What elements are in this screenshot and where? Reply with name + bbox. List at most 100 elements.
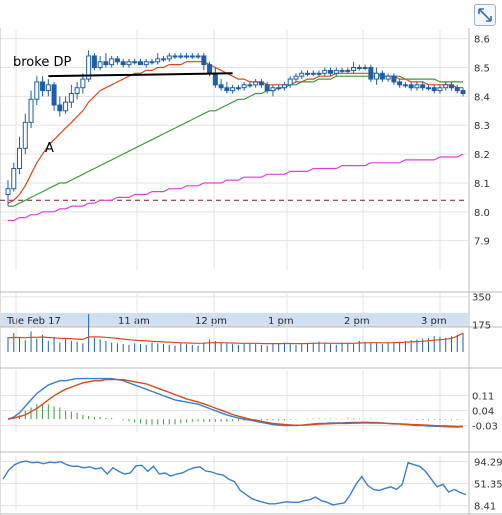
macd-line	[7, 378, 463, 428]
candle-body	[299, 72, 305, 77]
candle-body	[408, 84, 414, 89]
candle-body	[91, 55, 97, 69]
expand-icon	[478, 8, 492, 22]
time-tick-label: 2 pm	[344, 316, 370, 327]
candle-body	[5, 188, 11, 196]
candle-body	[178, 55, 184, 58]
moving-average-line	[7, 61, 463, 204]
candle-body	[379, 72, 385, 80]
candle-body	[304, 72, 310, 75]
annotation-broke-dp: broke DP	[13, 55, 71, 70]
stochastic-line	[2, 460, 467, 506]
candle-body	[218, 84, 224, 89]
volume-tick-label: 175	[472, 320, 491, 331]
candle-body	[22, 121, 28, 149]
candle-body	[281, 84, 287, 89]
price-tick-label: 8.1	[474, 179, 490, 190]
time-tick-label: 1 pm	[268, 316, 294, 327]
candle-body	[425, 87, 431, 90]
stoch-tick-label: 51.35	[474, 480, 502, 491]
candle-body	[201, 55, 207, 66]
candle-body	[431, 87, 437, 92]
candle-body	[276, 87, 282, 90]
candle-body	[68, 92, 74, 103]
annotation-a: A	[45, 141, 54, 156]
candle-body	[126, 61, 132, 66]
candle-body	[293, 75, 299, 80]
candle-body	[80, 78, 86, 89]
candle-body	[189, 55, 195, 58]
candle-body	[253, 81, 259, 86]
candle-body	[103, 61, 109, 66]
candle-body	[132, 61, 138, 64]
candle-body	[437, 87, 443, 92]
candle-body	[287, 78, 293, 86]
macd-tick-label: -0.03	[472, 422, 498, 433]
candle-body	[448, 84, 454, 89]
candle-body	[74, 87, 80, 94]
candle-body	[454, 87, 460, 92]
volume-tick-label: 350	[472, 293, 491, 304]
candle-body	[339, 69, 345, 72]
drawn-trendline	[48, 72, 233, 78]
candle-body	[235, 87, 241, 90]
candle-body	[460, 90, 466, 94]
candle-body	[57, 104, 63, 112]
price-tick-label: 8.0	[474, 208, 490, 219]
candle-body	[385, 75, 391, 80]
candle-body	[241, 84, 247, 89]
candle-body	[333, 69, 339, 74]
candle-body	[17, 147, 23, 170]
volume-average-line	[7, 332, 464, 345]
candle-body	[40, 81, 46, 92]
candle-body	[316, 72, 322, 75]
candle-body	[351, 67, 357, 71]
candle-body	[63, 101, 69, 112]
candle-body	[224, 87, 230, 92]
time-tick-label: 12 pm	[195, 316, 227, 327]
candle-body	[155, 58, 161, 63]
moving-average-line	[8, 153, 464, 222]
expand-chart-button[interactable]	[474, 4, 496, 26]
candle-body	[443, 84, 449, 89]
stoch-tick-label: 94.29	[474, 458, 502, 469]
macd-tick-label: 0.11	[472, 392, 494, 403]
candle-body	[114, 58, 120, 63]
candle-body	[230, 87, 236, 92]
time-tick-label: Tue Feb 17	[6, 316, 61, 327]
candle-body	[184, 55, 190, 58]
candle-body	[166, 55, 172, 60]
candle-body	[212, 72, 218, 86]
candle-body	[414, 84, 420, 89]
macd-tick-label: 0.04	[472, 407, 494, 418]
price-tick-label: 8.6	[474, 35, 490, 46]
candle-body	[172, 55, 178, 58]
candle-body	[34, 81, 40, 100]
candle-body	[109, 58, 115, 66]
time-tick-label: 11 am	[118, 316, 150, 327]
candle-body	[149, 61, 155, 64]
candle-body	[402, 84, 408, 87]
candle-body	[391, 75, 397, 83]
candle-body	[328, 69, 334, 74]
candle-body	[374, 72, 380, 80]
candle-body	[310, 72, 316, 75]
candle-body	[356, 67, 362, 70]
candle-body	[51, 84, 57, 106]
candle-body	[28, 98, 34, 123]
moving-average-line	[8, 75, 463, 207]
candle-body	[120, 61, 126, 66]
time-axis-band	[1, 313, 469, 327]
stoch-tick-label: 8.41	[474, 502, 496, 513]
price-tick-label: 8.2	[474, 150, 490, 161]
candle-body	[264, 84, 270, 92]
candle-body	[137, 61, 143, 66]
price-tick-label: 8.4	[474, 92, 490, 103]
candle-body	[322, 69, 328, 74]
candle-body	[420, 84, 426, 89]
candle-body	[195, 55, 201, 58]
price-tick-label: 8.3	[474, 121, 490, 132]
candle-body	[270, 87, 276, 92]
time-tick-label: 3 pm	[421, 316, 447, 327]
